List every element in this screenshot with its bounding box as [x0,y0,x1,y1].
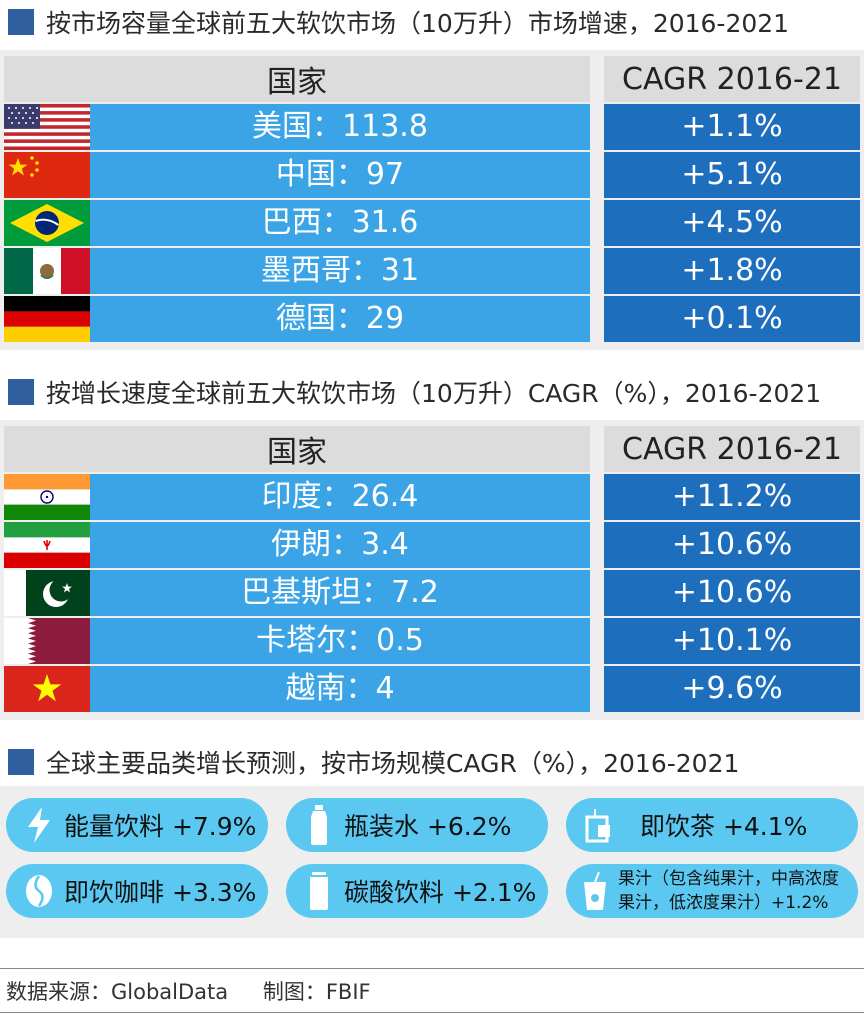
category-pill: 果汁（包含纯果汁，中高浓度果汁，低浓度果汁）+1.2% [566,864,858,918]
country-label: 墨西哥：31 [260,253,420,288]
section3-title: 全球主要品类增长预测，按市场规模CAGR（%），2016-2021 [0,742,864,782]
table-row: 伊朗：3.4 [4,522,590,568]
soda-can-icon [304,871,334,911]
table-row: 越南：4 [4,666,590,712]
made-by-label: 制图：FBIF [262,980,371,1004]
section3-title-text: 全球主要品类增长预测，按市场规模CAGR（%），2016-2021 [46,749,740,778]
iran-flag-icon [4,522,90,568]
category-pill: 能量饮料 +7.9% [6,798,268,852]
table-row: 中国：97 [4,152,590,198]
country-label: 德国：29 [275,301,405,336]
category-label: 即饮茶 +4.1% [640,812,808,841]
table-row: 巴西：31.6 [4,200,590,246]
footer-divider-bottom [0,1012,864,1013]
pakistan-flag-icon [4,570,90,616]
india-flag-icon [4,474,90,520]
country-label: 印度：26.4 [261,479,419,514]
country-label: 中国：97 [275,157,405,192]
china-flag-icon [4,152,90,198]
category-label: 碳酸饮料 +2.1% [344,878,537,907]
cagr-value: +11.2% [604,474,860,520]
category-pill: 碳酸饮料 +2.1% [286,864,548,918]
section1-title-text: 按市场容量全球前五大软饮市场（10万升）市场增速，2016-2021 [46,9,790,38]
source-label: 数据来源：GlobalData [6,980,229,1004]
cagr-value: +1.8% [604,248,860,294]
cagr-value: +5.1% [604,152,860,198]
cagr-value: +10.6% [604,522,860,568]
country-label: 美国：113.8 [252,109,428,144]
cagr-value: +9.6% [604,666,860,712]
table-row: 墨西哥：31 [4,248,590,294]
section-marker [8,749,34,775]
us-flag-icon [4,104,90,150]
section1-cagr-header: CAGR 2016-21 [604,56,860,102]
category-pill: 即饮茶 +4.1% [566,798,858,852]
mexico-flag-icon [4,248,90,294]
qatar-flag-icon [4,618,90,664]
cagr-value: +4.5% [604,200,860,246]
brazil-flag-icon [4,200,90,246]
cagr-value: +10.6% [604,570,860,616]
category-pill: 瓶装水 +6.2% [286,798,548,852]
water-bottle-icon [304,805,334,845]
section2-title: 按增长速度全球前五大软饮市场（10万升）CAGR（%），2016-2021 [0,372,864,412]
footer-divider-top [0,968,864,969]
vietnam-flag-icon [4,666,90,712]
country-label: 巴西：31.6 [261,205,419,240]
section1-title: 按市场容量全球前五大软饮市场（10万升）市场增速，2016-2021 [0,2,864,42]
category-label: 即饮咖啡 +3.3% [64,878,257,907]
tea-cup-icon [584,805,614,845]
country-label: 巴基斯坦：7.2 [241,575,439,610]
category-label: 果汁（包含纯果汁，中高浓度果汁，低浓度果汁）+1.2% [618,869,839,913]
table-row: 卡塔尔：0.5 [4,618,590,664]
country-label: 伊朗：3.4 [271,527,409,562]
germany-flag-icon [4,296,90,342]
table-row: 德国：29 [4,296,590,342]
section1-country-header: 国家 [4,56,590,102]
table-row: 印度：26.4 [4,474,590,520]
category-label: 瓶装水 +6.2% [344,812,512,841]
lightning-icon [24,805,54,845]
country-label: 越南：4 [285,671,395,706]
cagr-value: +10.1% [604,618,860,664]
country-label: 卡塔尔：0.5 [256,623,424,658]
section-marker [8,379,34,405]
footer: 数据来源：GlobalData 制图：FBIF [6,976,399,1006]
section2-title-text: 按增长速度全球前五大软饮市场（10万升）CAGR（%），2016-2021 [46,379,822,408]
section2-cagr-header: CAGR 2016-21 [604,426,860,472]
section-marker [8,9,34,35]
coffee-bean-icon [24,871,54,911]
table-row: 美国：113.8 [4,104,590,150]
table-row: 巴基斯坦：7.2 [4,570,590,616]
category-pill: 即饮咖啡 +3.3% [6,864,268,918]
juice-cup-icon [580,871,610,911]
cagr-value: +0.1% [604,296,860,342]
cagr-value: +1.1% [604,104,860,150]
section2-country-header: 国家 [4,426,590,472]
category-label: 能量饮料 +7.9% [64,812,257,841]
